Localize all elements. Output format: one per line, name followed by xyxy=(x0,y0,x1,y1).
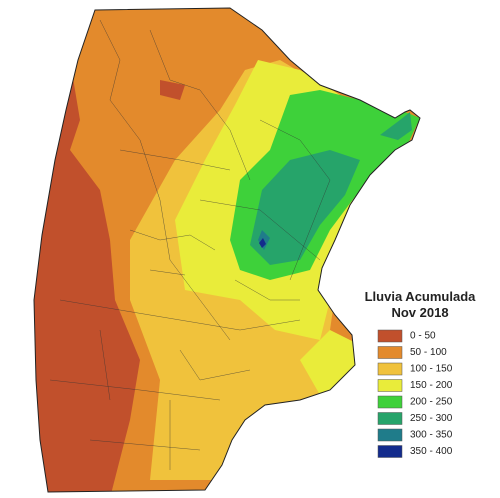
legend-label: 50 - 100 xyxy=(410,347,447,358)
legend-swatch xyxy=(377,428,403,442)
legend-label: 350 - 400 xyxy=(410,446,453,457)
legend-swatch xyxy=(377,362,403,376)
legend-swatch xyxy=(377,395,403,409)
legend-swatch xyxy=(377,379,403,392)
legend-swatch xyxy=(377,412,403,425)
legend-swatch xyxy=(377,346,403,359)
legend-swatch xyxy=(377,445,403,458)
map-outline xyxy=(33,7,421,493)
band xyxy=(380,112,412,140)
legend-label: 300 - 350 xyxy=(410,430,453,441)
legend-label: 100 - 150 xyxy=(410,364,453,375)
legend-label: 0 - 50 xyxy=(410,331,436,342)
legend-label: 150 - 200 xyxy=(410,380,453,391)
legend-label: 200 - 250 xyxy=(410,397,453,408)
legend-swatch xyxy=(377,329,403,343)
legend: Lluvia Acumulada Nov 2018 0 - 50 50 - 100… xyxy=(365,289,477,458)
legend-label: 250 - 300 xyxy=(410,413,453,424)
band xyxy=(250,150,360,265)
legend-subtitle: Nov 2018 xyxy=(391,305,448,320)
legend-title: Lluvia Acumulada xyxy=(365,289,477,304)
band xyxy=(259,238,266,248)
band xyxy=(160,80,185,100)
